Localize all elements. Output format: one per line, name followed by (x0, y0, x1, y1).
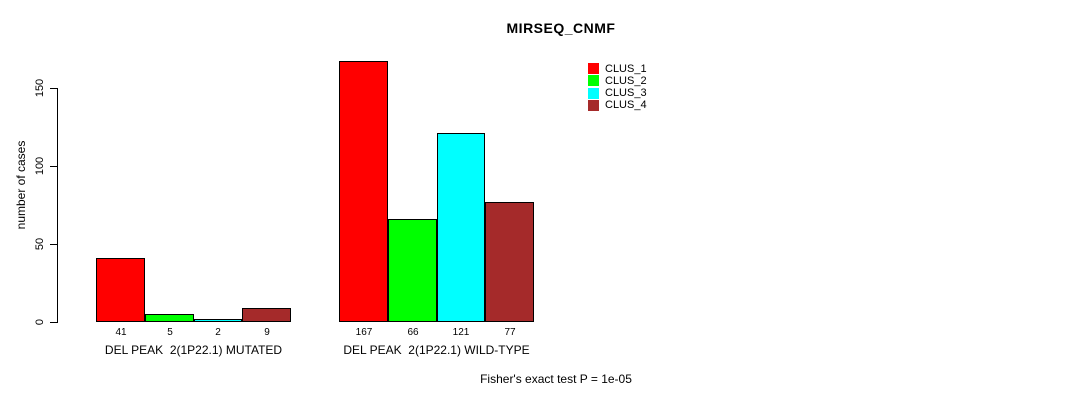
bar-value-label: 9 (264, 327, 270, 338)
bar-clus_1-group1 (96, 258, 145, 322)
y-tick-label: 100 (34, 156, 46, 176)
bar-value-label: 2 (215, 327, 221, 338)
bar-value-label: 121 (452, 327, 470, 338)
y-tick-mark (50, 166, 57, 167)
y-tick-mark (50, 244, 57, 245)
category-label: DEL PEAK 2(1P22.1) WILD-TYPE (343, 343, 530, 357)
bar-clus_3-group1 (194, 319, 242, 322)
bar-clus_1-group2 (339, 61, 388, 322)
category-label: DEL PEAK 2(1P22.1) MUTATED (104, 343, 283, 357)
legend-item-clus_1: CLUS_1 (588, 62, 647, 75)
legend-label: CLUS_3 (605, 87, 647, 100)
legend-item-clus_2: CLUS_2 (588, 74, 647, 87)
legend-swatch-icon (588, 63, 599, 74)
legend-item-clus_3: CLUS_3 (588, 87, 647, 100)
bar-clus_3-group2 (437, 133, 485, 322)
legend-label: CLUS_4 (605, 99, 647, 112)
bar-value-label: 41 (115, 327, 127, 338)
bar-clus_2-group1 (145, 314, 194, 322)
bar-value-label: 66 (407, 327, 419, 338)
legend-label: CLUS_2 (605, 74, 647, 87)
y-axis-line (57, 88, 58, 323)
bar-clus_2-group2 (388, 219, 437, 322)
legend-item-clus_4: CLUS_4 (588, 99, 647, 112)
y-tick-label: 50 (34, 237, 46, 251)
bar-value-label: 167 (355, 327, 373, 338)
bar-value-label: 77 (504, 327, 516, 338)
legend-swatch-icon (588, 75, 599, 87)
y-tick-mark (50, 88, 57, 89)
legend: CLUS_1 CLUS_2 CLUS_3 CLUS_4 (588, 63, 647, 112)
legend-swatch-icon (588, 99, 599, 111)
chart-title: MIRSEQ_CNMF (506, 20, 616, 36)
y-axis-label: number of cases (14, 140, 28, 230)
y-tick-mark (50, 322, 57, 323)
bar-clus_4-group1 (242, 308, 291, 322)
legend-swatch-icon (588, 87, 599, 99)
bar-clus_4-group2 (485, 202, 534, 322)
y-tick-label: 150 (34, 78, 46, 98)
bar-value-label: 5 (167, 327, 173, 338)
annotation-text: Fisher's exact test P = 1e-05 (480, 372, 632, 386)
y-tick-label: 0 (34, 318, 46, 326)
legend-label: CLUS_1 (605, 62, 647, 75)
